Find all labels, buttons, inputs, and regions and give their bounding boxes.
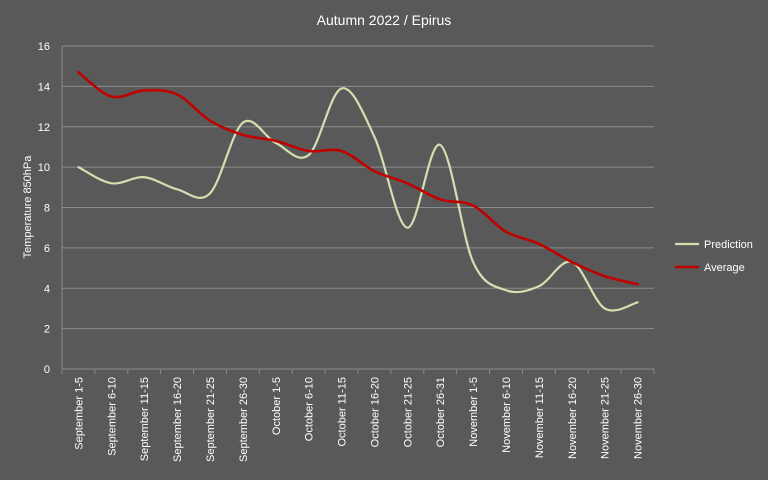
- x-tick-label: September 11-15: [139, 377, 151, 461]
- x-tick-label: November 1-5: [468, 377, 480, 447]
- x-tick-label: November 26-30: [633, 377, 645, 459]
- x-tick-label: November 16-20: [567, 377, 579, 459]
- x-tick-label: November 21-25: [600, 377, 612, 459]
- x-tick-label: October 11-15: [337, 377, 349, 447]
- x-tick-label: October 16-20: [369, 377, 381, 447]
- chart-title: Autumn 2022 / Epirus: [317, 12, 452, 28]
- x-tick-label: October 26-31: [435, 377, 447, 447]
- x-tick-label: September 21-25: [205, 377, 217, 462]
- y-tick-label: 2: [44, 324, 50, 336]
- y-tick-label: 10: [38, 162, 50, 174]
- y-tick-label: 16: [38, 41, 50, 53]
- x-tick-label: September 16-20: [172, 377, 184, 462]
- y-tick-label: 6: [44, 243, 50, 255]
- x-tick-label: November 11-15: [534, 377, 546, 458]
- legend-label-average: Average: [704, 262, 745, 274]
- y-tick-label: 4: [44, 283, 50, 295]
- series-lines: [77, 70, 639, 312]
- y-tick-label: 8: [44, 203, 50, 215]
- y-tick-label: 12: [38, 122, 50, 134]
- x-tick-label: September 6-10: [106, 377, 118, 456]
- gridlines: [62, 45, 654, 330]
- y-tick-label: 14: [38, 81, 50, 93]
- x-tick-label: October 1-5: [271, 377, 283, 435]
- x-tick-label: September 1-5: [73, 377, 85, 450]
- x-tick-label: November 6-10: [501, 377, 513, 453]
- legend: Prediction Average: [675, 239, 753, 274]
- x-tick-label: October 6-10: [304, 377, 316, 441]
- tick-labels: 0 2 4 6 8 10 12 14 16 September 1-5 September 6-10…: [38, 41, 645, 462]
- axes: [61, 46, 655, 374]
- x-tick-label: September 26-30: [238, 377, 250, 462]
- legend-label-prediction: Prediction: [704, 239, 753, 251]
- series-line-average: [77, 70, 639, 286]
- series-line-prediction: [77, 87, 639, 312]
- y-axis-title: Temperature 850hPa: [22, 155, 34, 259]
- y-tick-label: 0: [44, 364, 50, 376]
- x-tick-label: October 21-25: [402, 377, 414, 447]
